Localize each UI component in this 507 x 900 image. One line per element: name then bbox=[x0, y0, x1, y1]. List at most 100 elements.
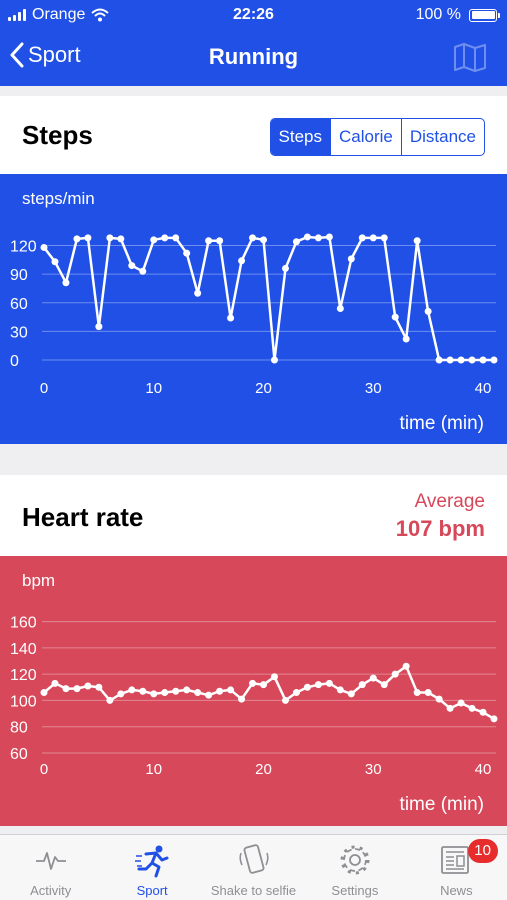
x-tick-label: 10 bbox=[145, 761, 162, 778]
data-point bbox=[260, 681, 268, 689]
segment-calorie[interactable]: Calorie bbox=[330, 119, 401, 155]
y-tick-label: 120 bbox=[10, 239, 37, 256]
y-tick-label: 60 bbox=[10, 296, 28, 313]
battery-percent: 100 % bbox=[415, 6, 461, 23]
data-point bbox=[40, 243, 48, 251]
data-point bbox=[490, 356, 498, 364]
data-point bbox=[139, 267, 147, 275]
data-point bbox=[369, 234, 377, 242]
battery-info: 100 % bbox=[415, 6, 500, 24]
data-point bbox=[281, 264, 289, 272]
data-point bbox=[161, 689, 169, 697]
y-tick-label: 0 bbox=[10, 353, 19, 370]
y-tick-label: 160 bbox=[10, 615, 37, 632]
heart-rate-chart: bpm 60 80 100 120 140 160 0 10 20 30 40 time (min) bbox=[10, 571, 498, 815]
average-value: 107 bpm bbox=[395, 516, 485, 541]
x-tick-label: 20 bbox=[255, 761, 272, 778]
back-button[interactable]: Sport bbox=[10, 42, 81, 68]
data-point bbox=[424, 689, 432, 697]
x-tick-label: 40 bbox=[475, 380, 492, 397]
data-point bbox=[106, 234, 114, 242]
data-point bbox=[194, 689, 202, 697]
tab-activity-label: Activity bbox=[30, 883, 72, 898]
data-point bbox=[270, 356, 278, 364]
tab-activity[interactable]: Activity bbox=[0, 835, 101, 900]
data-point bbox=[172, 687, 180, 695]
data-point bbox=[205, 691, 213, 699]
chevron-left-icon bbox=[10, 42, 24, 68]
data-point bbox=[40, 689, 48, 697]
data-point bbox=[402, 662, 410, 670]
data-point bbox=[227, 686, 235, 694]
data-point bbox=[194, 289, 202, 297]
data-point bbox=[73, 235, 81, 243]
data-point bbox=[479, 356, 487, 364]
data-point bbox=[238, 695, 246, 703]
data-point bbox=[95, 323, 103, 331]
data-point bbox=[95, 683, 103, 691]
carrier-info: Orange bbox=[8, 6, 110, 24]
data-point bbox=[479, 708, 487, 716]
data-point bbox=[303, 683, 311, 691]
tab-sport[interactable]: Sport bbox=[101, 835, 202, 900]
tab-news[interactable]: 10 News bbox=[406, 835, 507, 900]
news-badge: 10 bbox=[467, 839, 498, 863]
steps-header bbox=[0, 96, 507, 174]
tab-settings[interactable]: Settings bbox=[304, 835, 405, 900]
data-point bbox=[172, 234, 180, 242]
data-point bbox=[281, 696, 289, 704]
data-point bbox=[347, 255, 355, 263]
data-point bbox=[51, 258, 59, 266]
data-point bbox=[62, 685, 70, 693]
x-tick-label: 20 bbox=[255, 380, 272, 397]
data-point bbox=[205, 237, 213, 245]
x-tick-label: 0 bbox=[40, 380, 48, 397]
tab-news-label: News bbox=[440, 883, 473, 898]
gear-icon bbox=[340, 845, 370, 875]
tab-settings-label: Settings bbox=[331, 883, 379, 898]
data-point bbox=[358, 234, 366, 242]
data-point bbox=[446, 356, 454, 364]
data-point bbox=[227, 314, 235, 322]
status-bar: Orange 22:26 100 % bbox=[0, 0, 507, 30]
data-point bbox=[150, 236, 158, 244]
data-point bbox=[128, 686, 136, 694]
data-point bbox=[249, 679, 257, 687]
back-label: Sport bbox=[28, 42, 81, 67]
series-line bbox=[43, 235, 494, 362]
data-point bbox=[117, 690, 125, 698]
data-point bbox=[84, 682, 92, 690]
data-point bbox=[446, 704, 454, 712]
battery-icon bbox=[469, 8, 500, 22]
map-button[interactable] bbox=[453, 42, 487, 77]
x-axis-label: time (min) bbox=[400, 413, 484, 434]
data-point bbox=[106, 696, 114, 704]
data-point bbox=[216, 687, 224, 695]
data-point bbox=[424, 307, 432, 315]
heart-rate-chart-panel: bpm 60 80 100 120 140 160 0 10 20 30 40 time (min) bbox=[0, 556, 507, 826]
heart-rate-title: Heart rate bbox=[22, 502, 144, 532]
y-axis-label: steps/min bbox=[22, 189, 95, 208]
navigation-bar: Sport Running bbox=[0, 30, 507, 86]
data-point bbox=[260, 236, 268, 244]
data-point bbox=[139, 687, 147, 695]
tab-bar: Activity Sport Shake to selfie Settings … bbox=[0, 834, 507, 900]
data-point bbox=[62, 279, 70, 287]
data-point bbox=[413, 237, 421, 245]
data-point bbox=[468, 704, 476, 712]
tab-shake-to-selfie[interactable]: Shake to selfie bbox=[203, 835, 304, 900]
tab-shake-label: Shake to selfie bbox=[210, 883, 297, 898]
data-point bbox=[325, 679, 333, 687]
segment-distance[interactable]: Distance bbox=[400, 119, 484, 155]
clock: 22:26 bbox=[233, 6, 274, 23]
y-tick-label: 120 bbox=[10, 667, 37, 684]
segment-steps[interactable]: Steps bbox=[270, 119, 330, 155]
data-point bbox=[457, 356, 465, 364]
data-point bbox=[216, 237, 224, 245]
data-point bbox=[292, 238, 300, 246]
steps-title: Steps bbox=[22, 120, 93, 150]
wifi-icon bbox=[91, 8, 110, 22]
newspaper-icon bbox=[441, 846, 470, 874]
y-tick-label: 90 bbox=[10, 267, 28, 284]
signal-icon bbox=[8, 9, 26, 21]
